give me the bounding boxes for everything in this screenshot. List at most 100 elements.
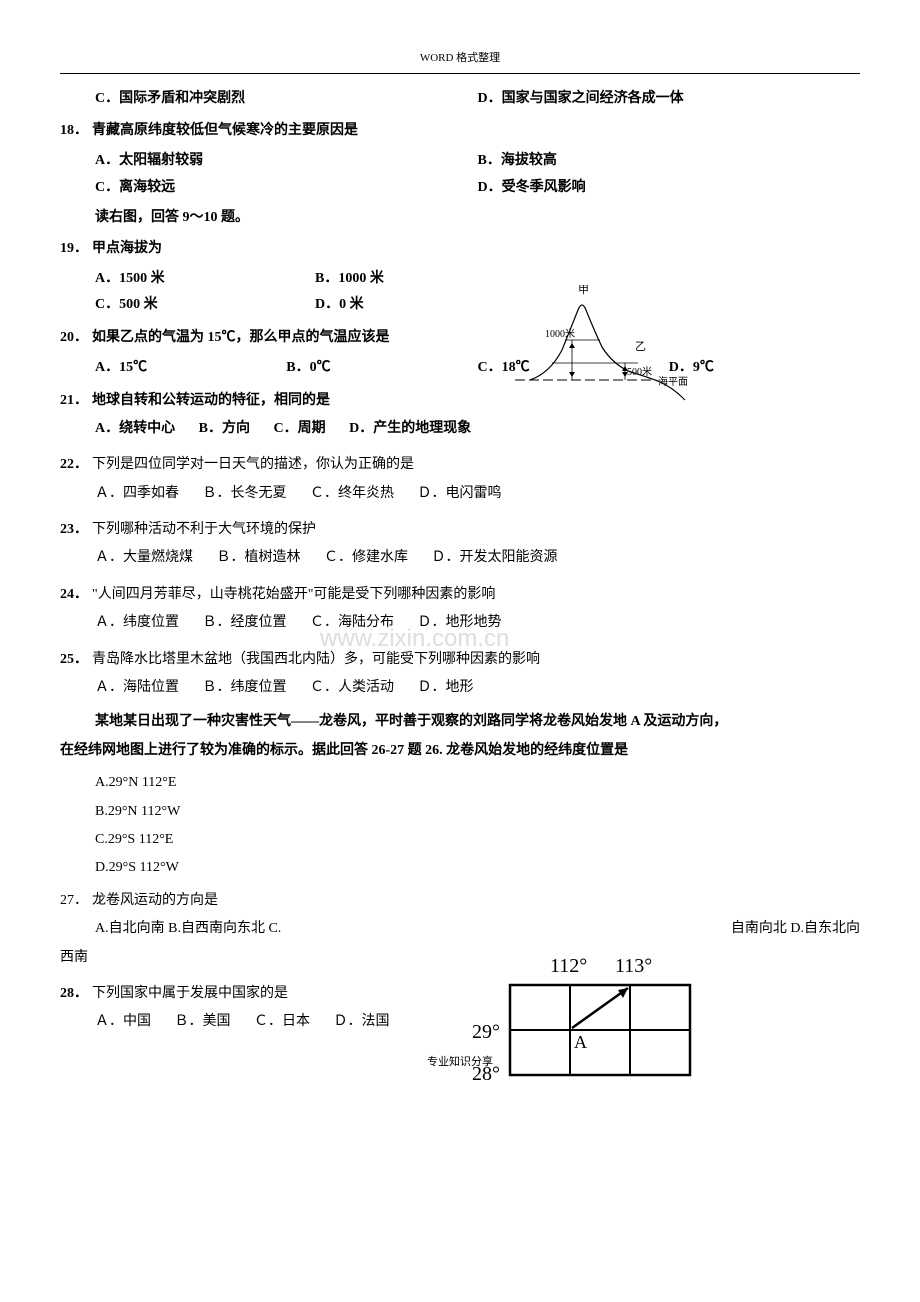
q24: 24． "人间四月芳菲尽，山寺桃花始盛开"可能是受下列哪种因素的影响 [60,584,860,606]
q28-text: 下列国家中属于发展中国家的是 [92,983,288,1005]
q27-opts-left: A.自北向南 B.自西南向东北 C. [95,918,281,940]
q23-options: Ａ．大量燃烧煤 Ｂ．植树造林 Ｃ．修建水库 Ｄ．开发太阳能资源 [95,547,860,569]
prev-options: C．国际矛盾和冲突剧烈 D．国家与国家之间经济各成一体 [95,86,860,112]
grid-lon2: 113° [615,955,652,977]
q26-c: C.29°S 112°E [95,829,860,851]
q27-num: 27． [60,890,92,912]
instruction-1: 读右图，回答 9～10 题。 [95,207,860,229]
q25-options: Ａ．海陆位置 Ｂ．纬度位置 Ｃ．人类活动 Ｄ．地形 [95,677,860,699]
mountain-diagram: 甲 乙 1000米 500米 海平面 [510,285,710,415]
q18-c: C．离海较远 [95,175,478,201]
q22-num: 22． [60,454,92,476]
q24-a: Ａ．纬度位置 [95,615,179,630]
q27-options-wrap: A.自北向南 B.自西南向东北 C. 自南向北 D.自东北向 [60,918,860,940]
q25: 25． 青岛降水比塔里木盆地（我国西北内陆）多，可能受下列哪种因素的影响 [60,649,860,671]
q24-text: "人间四月芳菲尽，山寺桃花始盛开"可能是受下列哪种因素的影响 [92,584,495,606]
q23-text: 下列哪种活动不利于大气环境的保护 [92,519,316,541]
q20-text: 如果乙点的气温为 15℃，那么甲点的气温应该是 [92,327,390,349]
q18-d: D．受冬季风影响 [478,175,861,201]
q24-num: 24． [60,584,92,606]
q26-a: A.29°N 112°E [95,772,860,794]
q20: 20． 如果乙点的气温为 15℃，那么甲点的气温应该是 [60,327,860,349]
grid-lat1: 29° [472,1021,500,1043]
mountain-yi: 乙 [635,340,646,353]
q19-text: 甲点海拔为 [92,238,162,260]
q22-options: Ａ．四季如春 Ｂ．长冬无夏 Ｃ．终年炎热 Ｄ．电闪雷鸣 [95,483,860,505]
q27-text: 龙卷风运动的方向是 [92,890,218,912]
q19-d: D．0 米 [315,292,535,318]
header-text: WORD 格式整理 [60,50,860,71]
q28-a: Ａ．中国 [95,1014,151,1029]
q28-d: Ｄ．法国 [334,1014,390,1029]
q26-options: A.29°N 112°E B.29°N 112°W C.29°S 112°E D… [95,772,860,880]
q24-c: Ｃ．海陆分布 [310,615,394,630]
q20-b: B．0℃ [286,355,477,381]
q22-a: Ａ．四季如春 [95,486,179,501]
q23-d: Ｄ．开发太阳能资源 [432,550,558,565]
q21: 21． 地球自转和公转运动的特征，相同的是 [60,390,860,412]
q18-text: 青藏高原纬度较低但气候寒冷的主要原因是 [92,120,358,142]
q25-text: 青岛降水比塔里木盆地（我国西北内陆）多，可能受下列哪种因素的影响 [92,649,540,671]
q19: 19． 甲点海拔为 [60,238,860,260]
q23-a: Ａ．大量燃烧煤 [95,550,193,565]
q22: 22． 下列是四位同学对一日天气的描述，你认为正确的是 [60,454,860,476]
q18-num: 18． [60,120,92,142]
q18-b: B．海拔较高 [478,148,861,174]
q24-d: Ｄ．地形地势 [418,615,502,630]
q22-b: Ｂ．长冬无夏 [203,486,287,501]
q21-text: 地球自转和公转运动的特征，相同的是 [92,390,330,412]
instruction-2-line2: 在经纬网地图上进行了较为准确的标示。据此回答 26-27 题 26. 龙卷风始发… [60,740,860,762]
q25-a: Ａ．海陆位置 [95,680,179,695]
grid-lon1: 112° [550,955,587,977]
q19-b: B．1000 米 [315,266,535,292]
q18: 18． 青藏高原纬度较低但气候寒冷的主要原因是 [60,120,860,142]
q21-options: A．绕转中心 B．方向 C．周期 D．产生的地理现象 [95,418,860,440]
q28-num: 28． [60,983,92,1005]
q22-d: Ｄ．电闪雷鸣 [418,486,502,501]
q19-num: 19． [60,238,92,260]
q22-text: 下列是四位同学对一日天气的描述，你认为正确的是 [92,454,414,476]
q22-c: Ｃ．终年炎热 [310,486,394,501]
mountain-sealevel: 海平面 [658,375,688,388]
q23: 23． 下列哪种活动不利于大气环境的保护 [60,519,860,541]
q21-c: C．周期 [273,421,325,436]
grid-svg: 112° 113° 29° 28° A [450,950,700,1100]
q26-d: D.29°S 112°W [95,857,860,879]
q24-b: Ｂ．经度位置 [203,615,287,630]
q20-num: 20． [60,327,92,349]
header-rule [60,73,860,74]
mountain-svg: 甲 乙 1000米 500米 海平面 [510,285,710,415]
q21-num: 21． [60,390,92,412]
q25-d: Ｄ．地形 [418,680,474,695]
q24-options: Ａ．纬度位置 Ｂ．经度位置 Ｃ．海陆分布 Ｄ．地形地势 [95,612,860,634]
q28-c: Ｃ．日本 [254,1014,310,1029]
mountain-1000: 1000米 [545,327,575,340]
prev-opt-c: C．国际矛盾和冲突剧烈 [95,86,478,112]
q20-a: A．15℃ [95,355,286,381]
grid-pointA: A [574,1032,587,1052]
mountain-500: 500米 [627,365,652,378]
q21-a: A．绕转中心 [95,421,175,436]
q25-b: Ｂ．纬度位置 [203,680,287,695]
grid-diagram: 112° 113° 29° 28° A [450,950,700,1108]
q19-a: A．1500 米 [95,266,315,292]
q21-b: B．方向 [199,421,250,436]
q25-num: 25． [60,649,92,671]
mountain-jia: 甲 [578,285,589,296]
q28-b: Ｂ．美国 [175,1014,231,1029]
q18-a: A．太阳辐射较弱 [95,148,478,174]
q23-num: 23． [60,519,92,541]
q21-d: D．产生的地理现象 [349,421,471,436]
q18-options: A．太阳辐射较弱 B．海拔较高 C．离海较远 D．受冬季风影响 [95,148,860,201]
instruction-2-line1: 某地某日出现了一种灾害性天气——龙卷风，平时善于观察的刘路同学将龙卷风始发地 A… [95,711,860,733]
q20-options: A．15℃ B．0℃ C．18℃ D．9℃ [95,355,860,381]
grid-lat2: 28° [472,1063,500,1085]
q19-options: A．1500 米 B．1000 米 C．500 米 D．0 米 [95,266,535,319]
q19-c: C．500 米 [95,292,315,318]
prev-opt-d: D．国家与国家之间经济各成一体 [478,86,861,112]
q27-opts-right: 自南向北 D.自东北向 [731,918,860,940]
q27: 27． 龙卷风运动的方向是 [60,890,860,912]
q26-b: B.29°N 112°W [95,801,860,823]
q25-c: Ｃ．人类活动 [310,680,394,695]
q23-b: Ｂ．植树造林 [217,550,301,565]
